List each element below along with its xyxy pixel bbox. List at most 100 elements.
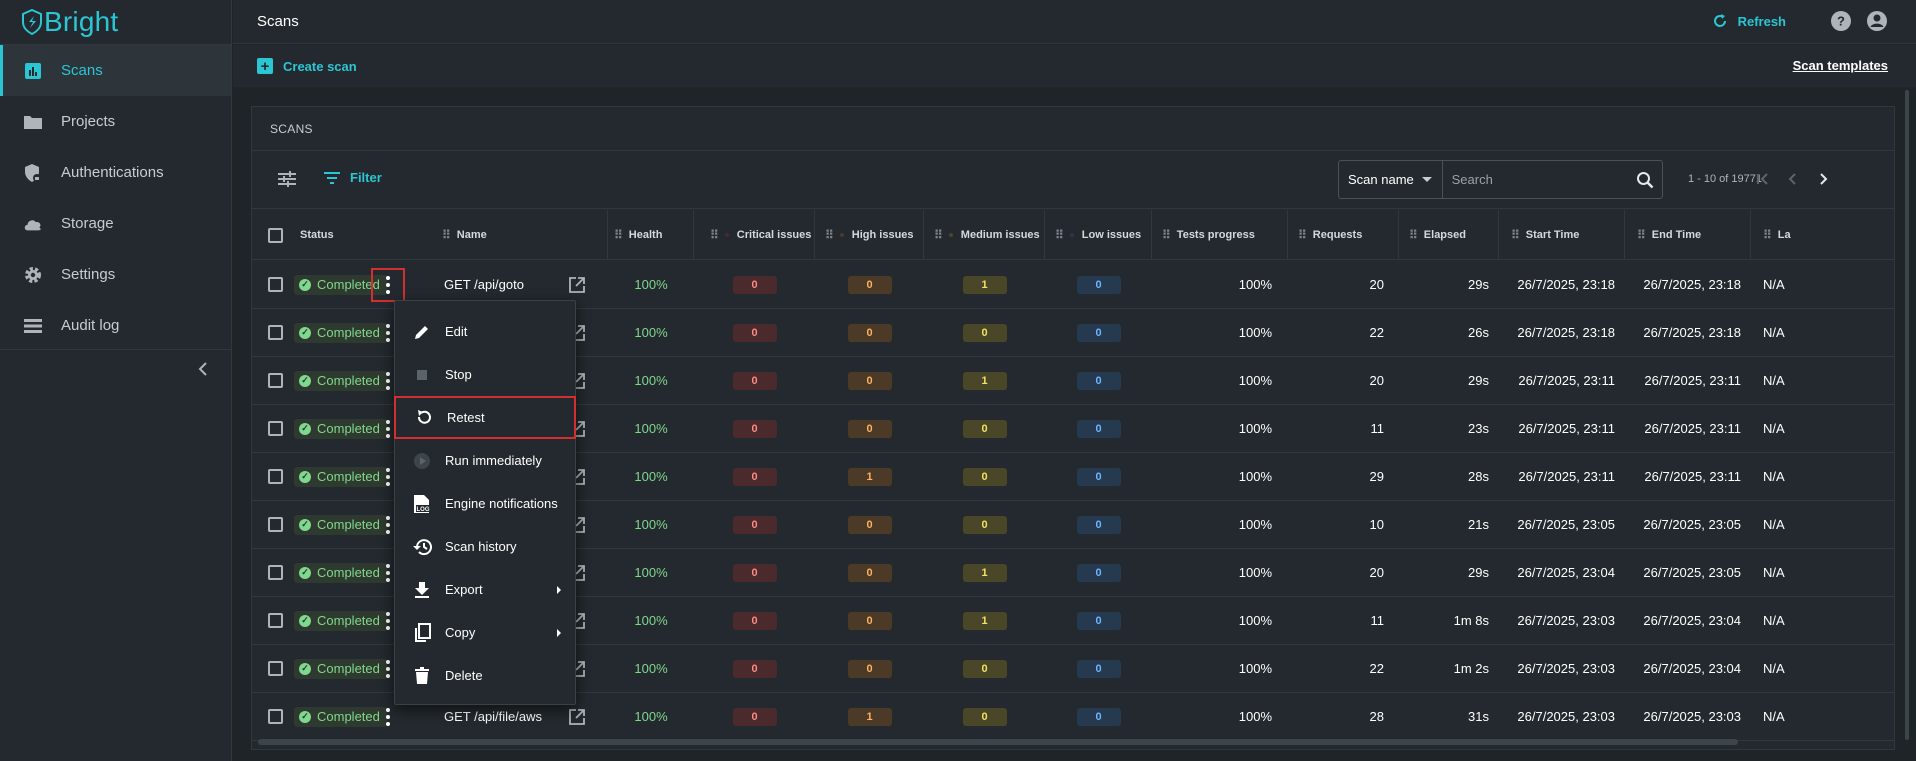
row-checkbox[interactable]	[268, 277, 283, 292]
column-status[interactable]: Status	[300, 210, 380, 260]
drag-handle-icon[interactable]: ⠿	[614, 228, 623, 242]
critical-cell: 0	[694, 357, 815, 404]
sidebar-item-settings[interactable]: Settings	[0, 249, 231, 300]
menu-item-label: Run immediately	[445, 453, 542, 468]
open-in-new-icon[interactable]	[568, 276, 586, 294]
column-end-time[interactable]: ⠿ End Time	[1625, 210, 1751, 260]
more-actions-icon[interactable]	[371, 412, 405, 446]
stop-menu-item[interactable]: Stop	[395, 353, 575, 396]
more-actions-icon[interactable]	[371, 700, 405, 734]
row-actions-menu: Edit Stop Retest Run immediately LOG Engine n…	[394, 300, 576, 705]
copy-menu-item[interactable]: Copy	[395, 611, 575, 654]
progress-cell: 100%	[1238, 517, 1272, 532]
more-actions-icon[interactable]	[371, 364, 405, 398]
column-name[interactable]: ⠿ Name	[442, 210, 608, 260]
retest-menu-item[interactable]: Retest	[394, 396, 576, 439]
next-page-icon[interactable]	[1812, 168, 1834, 190]
column-elapsed[interactable]: ⠿ Elapsed	[1399, 210, 1499, 260]
help-icon[interactable]: ?	[1830, 10, 1852, 32]
more-actions-icon[interactable]	[371, 652, 405, 686]
more-actions-icon[interactable]	[371, 556, 405, 590]
chevron-left-icon[interactable]	[198, 362, 214, 378]
row-checkbox[interactable]	[268, 565, 283, 580]
row-checkbox[interactable]	[268, 373, 283, 388]
search-icon[interactable]	[1628, 161, 1662, 198]
table-row[interactable]: ✓ Completed 100% 0 0 1 0 100% 11 1m 8s 26/7/2025, …	[252, 597, 1894, 645]
drag-handle-icon[interactable]: ⠿	[825, 228, 834, 242]
drag-handle-icon[interactable]: ⠿	[442, 228, 451, 242]
create-scan-button[interactable]: + Create scan	[257, 58, 357, 75]
previous-page-icon[interactable]	[1782, 168, 1804, 190]
column-medium-issues[interactable]: ⠿ Medium issues	[924, 210, 1045, 260]
table-row[interactable]: ✓ Completed 100% 0 0 0 0 100% 10 21s 26/7/2025, 23…	[252, 501, 1894, 549]
row-checkbox[interactable]	[268, 421, 283, 436]
drag-handle-icon[interactable]: ⠿	[1511, 228, 1520, 242]
scan-name[interactable]: GET /api/goto	[444, 277, 524, 292]
first-page-icon[interactable]	[1752, 168, 1774, 190]
drag-handle-icon[interactable]: ⠿	[1637, 228, 1646, 242]
row-checkbox[interactable]	[268, 709, 283, 724]
drag-handle-icon[interactable]: ⠿	[1298, 228, 1307, 242]
column-settings-icon[interactable]	[278, 171, 296, 187]
more-actions-icon[interactable]	[371, 267, 405, 302]
table-row[interactable]: ✓ Completed GET /api/goto 100% 0 0 1 0 100% 20 29s…	[252, 261, 1894, 309]
select-all-checkbox[interactable]	[267, 227, 283, 243]
sidebar-item-projects[interactable]: Projects	[0, 96, 231, 147]
copy-icon	[411, 622, 433, 644]
table-row[interactable]: ✓ Completed 100% 0 0 0 0 100% 22 1m 2s 26/7/2025, …	[252, 645, 1894, 693]
refresh-button[interactable]: Refresh	[1712, 13, 1786, 29]
horizontal-scrollbar[interactable]	[258, 739, 1738, 745]
more-actions-icon[interactable]	[371, 460, 405, 494]
export-menu-item[interactable]: Export	[395, 568, 575, 611]
drag-handle-icon[interactable]: ⠿	[710, 228, 719, 242]
sidebar-item-scans[interactable]: Scans	[0, 45, 231, 96]
edit-menu-item[interactable]: Edit	[395, 310, 575, 353]
scan-name[interactable]: GET /api/file/aws	[444, 709, 543, 724]
drag-handle-icon[interactable]: ⠿	[1763, 228, 1772, 242]
table-row[interactable]: ✓ Completed 100% 0 0 0 0 100% 11 23s 26/7/2025, 23…	[252, 405, 1894, 453]
table-row[interactable]: ✓ Completed 100% 0 1 0 0 100% 29 28s 26/7/2025, 23…	[252, 453, 1894, 501]
check-circle-icon: ✓	[299, 614, 311, 627]
engine-notifications-menu-item[interactable]: LOG Engine notifications	[395, 482, 575, 525]
table-row[interactable]: ✓ Completed 100% 0 0 0 0 100% 22 26s 26/7/2025, 23…	[252, 309, 1894, 357]
vertical-scrollbar[interactable]	[1903, 90, 1911, 740]
account-icon[interactable]	[1866, 10, 1888, 32]
column-start-time[interactable]: ⠿ Start Time	[1499, 210, 1625, 260]
brand-logo[interactable]: Bright	[0, 0, 231, 45]
drag-handle-icon[interactable]: ⠿	[1409, 228, 1418, 242]
scan-templates-link[interactable]: Scan templates	[1792, 58, 1888, 73]
more-actions-icon[interactable]	[371, 316, 405, 350]
sidebar-item-storage[interactable]: Storage	[0, 198, 231, 249]
column-requests[interactable]: ⠿ Requests	[1288, 210, 1399, 260]
search-field-select[interactable]: Scan name	[1339, 161, 1443, 198]
column-last[interactable]: ⠿ La	[1751, 210, 1811, 260]
drag-handle-icon[interactable]: ⠿	[934, 228, 943, 242]
scan-history-menu-item[interactable]: Scan history	[395, 525, 575, 568]
run-immediately-menu-item[interactable]: Run immediately	[395, 439, 575, 482]
row-checkbox[interactable]	[268, 613, 283, 628]
elapsed-cell: 29s	[1468, 277, 1489, 292]
column-low-issues[interactable]: ⠿ Low issues	[1045, 210, 1152, 260]
drag-handle-icon[interactable]: ⠿	[1162, 228, 1171, 242]
drag-handle-icon[interactable]: ⠿	[1055, 228, 1064, 242]
more-actions-icon[interactable]	[371, 508, 405, 542]
filter-button[interactable]: Filter	[324, 170, 382, 185]
column-label: Start Time	[1525, 229, 1580, 241]
row-checkbox[interactable]	[268, 661, 283, 676]
column-high-issues[interactable]: ⠿ High issues	[815, 210, 924, 260]
column-tests-progress[interactable]: ⠿ Tests progress	[1152, 210, 1288, 260]
open-in-new-icon[interactable]	[568, 708, 586, 726]
column-critical-issues[interactable]: ⠿ Critical issues	[694, 210, 815, 260]
table-row[interactable]: ✓ Completed 100% 0 0 1 0 100% 20 29s 26/7/2025, 23…	[252, 549, 1894, 597]
table-row[interactable]: ✓ Completed 100% 0 0 1 0 100% 20 29s 26/7/2025, 23…	[252, 357, 1894, 405]
search-input[interactable]	[1442, 161, 1628, 198]
row-checkbox[interactable]	[268, 517, 283, 532]
sidebar-item-audit-log[interactable]: Audit log	[0, 300, 231, 351]
row-checkbox[interactable]	[268, 469, 283, 484]
status-text: Completed	[317, 661, 380, 676]
more-actions-icon[interactable]	[371, 604, 405, 638]
sidebar-item-authentications[interactable]: Authentications	[0, 147, 231, 198]
delete-menu-item[interactable]: Delete	[395, 654, 575, 697]
row-checkbox[interactable]	[268, 325, 283, 340]
column-health[interactable]: ⠿ Health	[608, 210, 694, 260]
